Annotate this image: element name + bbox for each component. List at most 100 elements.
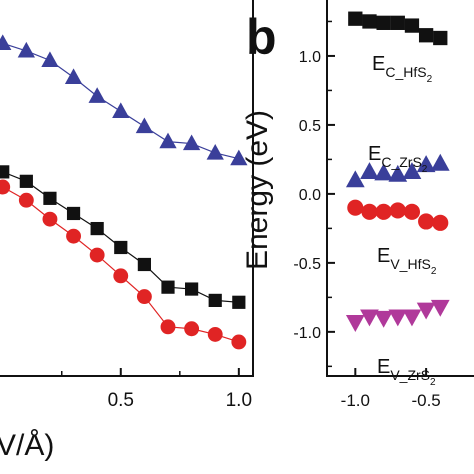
panel-a-data-point bbox=[206, 143, 224, 160]
panel-a-data-point bbox=[0, 34, 12, 50]
panel-b-data-point bbox=[418, 213, 435, 230]
panel-a-x-ticks: 0.5 1.0 bbox=[61, 368, 252, 411]
series-label-main: E bbox=[377, 356, 390, 378]
panel-b-data-point bbox=[404, 18, 420, 33]
panel-a-data-point bbox=[17, 41, 35, 58]
panel-a-x-tick-label: 1.0 bbox=[226, 390, 252, 411]
series-label-subscript-2: 2 bbox=[431, 266, 437, 277]
panel-a-data-point bbox=[66, 228, 81, 244]
panel-a-frame bbox=[0, 0, 254, 377]
panel-b-data-point bbox=[416, 302, 436, 320]
panel-b-y-tick-label: -0.5 bbox=[293, 256, 321, 273]
panel-b-y-tick-label: 0.0 bbox=[299, 187, 321, 204]
panel-a-data-point bbox=[185, 282, 199, 296]
panel-b-series-2 bbox=[347, 199, 449, 231]
panel-a-data-point bbox=[231, 334, 247, 350]
panel-a-data-point bbox=[136, 289, 152, 305]
panel-a-data-point bbox=[18, 192, 34, 208]
panel-b-data-point bbox=[403, 203, 421, 220]
panel-a-data-point bbox=[43, 191, 57, 205]
panel-a-data-point bbox=[230, 149, 248, 166]
panel-a-data-point bbox=[112, 102, 130, 118]
panel-b-data-point bbox=[432, 214, 449, 231]
panel-a-x-axis-label: V/Å) bbox=[0, 429, 54, 462]
panel-b-label: b bbox=[246, 9, 277, 65]
panel-a-series-1 bbox=[0, 165, 246, 309]
panel-a-data-point bbox=[0, 165, 10, 179]
panel-a-data-point bbox=[66, 206, 81, 221]
panel-a-series bbox=[0, 34, 248, 350]
panel-a-data-point bbox=[208, 293, 222, 307]
panel-b-ticks: 1.0 0.5 0.0 -0.5 -1.0 -1.0 -0.5 bbox=[293, 20, 441, 410]
series-label-subscript-2: 2 bbox=[427, 74, 433, 85]
panel-b: b Energy (eV) 1.00.50.0-0.5-1.0-1.0 -0.5 … bbox=[241, 0, 474, 410]
panel-a-data-point bbox=[135, 117, 154, 134]
panel-b-series-label: EV_ZrS2 bbox=[377, 356, 436, 388]
panel-b-data-point bbox=[402, 309, 422, 327]
series-label-main: E bbox=[368, 143, 381, 165]
panel-b-series-3 bbox=[345, 299, 450, 332]
panel-a-data-point bbox=[184, 321, 200, 337]
panel-a-data-point bbox=[89, 247, 105, 263]
panel-b-data-point bbox=[418, 28, 434, 43]
panel-a-data-point bbox=[182, 134, 201, 151]
panel-a-data-point bbox=[42, 211, 58, 227]
panel-b-data-point bbox=[360, 309, 379, 327]
panel-a-data-point bbox=[161, 280, 175, 294]
panel-b-data-point bbox=[374, 310, 393, 328]
panel-a: 0.5 1.0 V/Å) bbox=[0, 0, 254, 462]
panel-b-data-point bbox=[361, 203, 378, 220]
series-label-subscript: C_ZrS bbox=[381, 154, 421, 170]
panel-a-series-line bbox=[2, 42, 239, 160]
panel-b-x-tick-label: -1.0 bbox=[341, 391, 370, 410]
panel-b-data-point bbox=[374, 163, 393, 181]
panel-b-data-point bbox=[416, 155, 436, 173]
series-label-subscript-2: 2 bbox=[430, 377, 436, 388]
panel-b-data-point bbox=[433, 30, 448, 46]
panel-a-x-tick-label: 0.5 bbox=[108, 390, 134, 411]
panel-b-data-point bbox=[348, 11, 363, 26]
panel-b-data-point bbox=[347, 199, 364, 216]
panel-b-data-point bbox=[430, 299, 450, 317]
panel-a-series-line bbox=[2, 186, 240, 343]
panel-a-series-2 bbox=[0, 179, 247, 350]
series-label-main: E bbox=[377, 245, 390, 267]
panel-a-data-point bbox=[19, 174, 33, 188]
panel-b-y-tick-label: 1.0 bbox=[299, 49, 321, 66]
panel-b-series-0 bbox=[348, 11, 448, 46]
panel-b-series-label: EV_HfS2 bbox=[377, 245, 437, 277]
panel-b-data-point bbox=[402, 162, 422, 179]
panel-a-data-point bbox=[88, 87, 106, 103]
panel-a-data-point bbox=[90, 221, 104, 236]
panel-b-data-point bbox=[390, 15, 405, 30]
panel-b-frame bbox=[326, 0, 474, 377]
panel-b-data-point bbox=[389, 202, 406, 219]
panel-a-data-point bbox=[41, 51, 59, 67]
panel-a-data-point bbox=[0, 179, 11, 195]
panel-a-data-point bbox=[114, 240, 128, 255]
panel-b-data-point bbox=[375, 203, 392, 220]
panel-a-data-point bbox=[207, 326, 223, 342]
series-label-main: E bbox=[372, 53, 385, 75]
panel-b-data-point bbox=[360, 162, 379, 179]
panel-a-data-point bbox=[232, 295, 246, 309]
series-label-subscript: V_ZrS bbox=[390, 367, 430, 383]
panel-b-series bbox=[345, 11, 450, 332]
panel-a-data-point bbox=[137, 257, 151, 272]
panel-b-data-point bbox=[430, 153, 450, 171]
panel-b-series-label: EC_HfS2 bbox=[372, 53, 433, 85]
panel-a-data-point bbox=[160, 319, 176, 335]
panel-a-series-0 bbox=[0, 34, 248, 166]
series-label-subscript-2: 2 bbox=[422, 164, 428, 175]
series-label-subscript: V_HfS bbox=[390, 256, 430, 272]
panel-a-data-point bbox=[64, 68, 83, 84]
panel-b-data-point bbox=[345, 170, 365, 188]
panel-b-data-point bbox=[388, 309, 408, 327]
panel-b-data-point bbox=[362, 14, 377, 29]
series-label-subscript: C_HfS bbox=[385, 64, 426, 80]
panel-b-y-tick-label: 0.5 bbox=[299, 118, 321, 135]
panel-b-y-tick-label: -1.0 bbox=[293, 325, 321, 342]
panel-a-data-point bbox=[159, 132, 177, 149]
